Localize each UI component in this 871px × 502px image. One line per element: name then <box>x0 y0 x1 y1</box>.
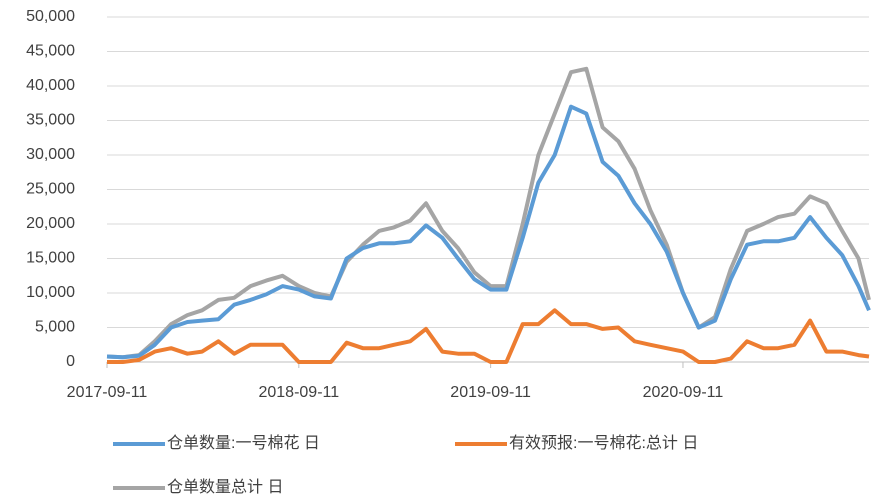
y-tick-label: 20,000 <box>26 215 75 232</box>
x-tick-label: 2019-09-11 <box>450 384 531 401</box>
y-tick-label: 15,000 <box>26 250 75 267</box>
y-tick-label: 50,000 <box>26 8 75 25</box>
legend-label: 仓单数量总计 日 <box>167 478 283 496</box>
y-tick-label: 10,000 <box>26 284 75 301</box>
y-tick-label: 5,000 <box>35 319 75 336</box>
y-tick-label: 45,000 <box>26 43 75 60</box>
legend-label: 仓单数量:一号棉花 日 <box>167 434 320 452</box>
line-series <box>106 66 871 360</box>
y-tick-label: 25,000 <box>26 181 75 198</box>
y-tick-label: 30,000 <box>26 146 75 163</box>
x-tick-label: 2020-09-11 <box>643 384 724 401</box>
y-tick-label: 40,000 <box>26 77 75 94</box>
line-series <box>107 308 870 364</box>
y-tick-label: 0 <box>66 353 75 370</box>
y-tick-label: 35,000 <box>26 112 75 129</box>
x-tick-label: 2017-09-11 <box>67 384 148 401</box>
legend-label: 有效预报:一号棉花:总计 日 <box>509 434 698 452</box>
x-tick-label: 2018-09-11 <box>258 384 339 401</box>
line-series <box>106 104 871 360</box>
